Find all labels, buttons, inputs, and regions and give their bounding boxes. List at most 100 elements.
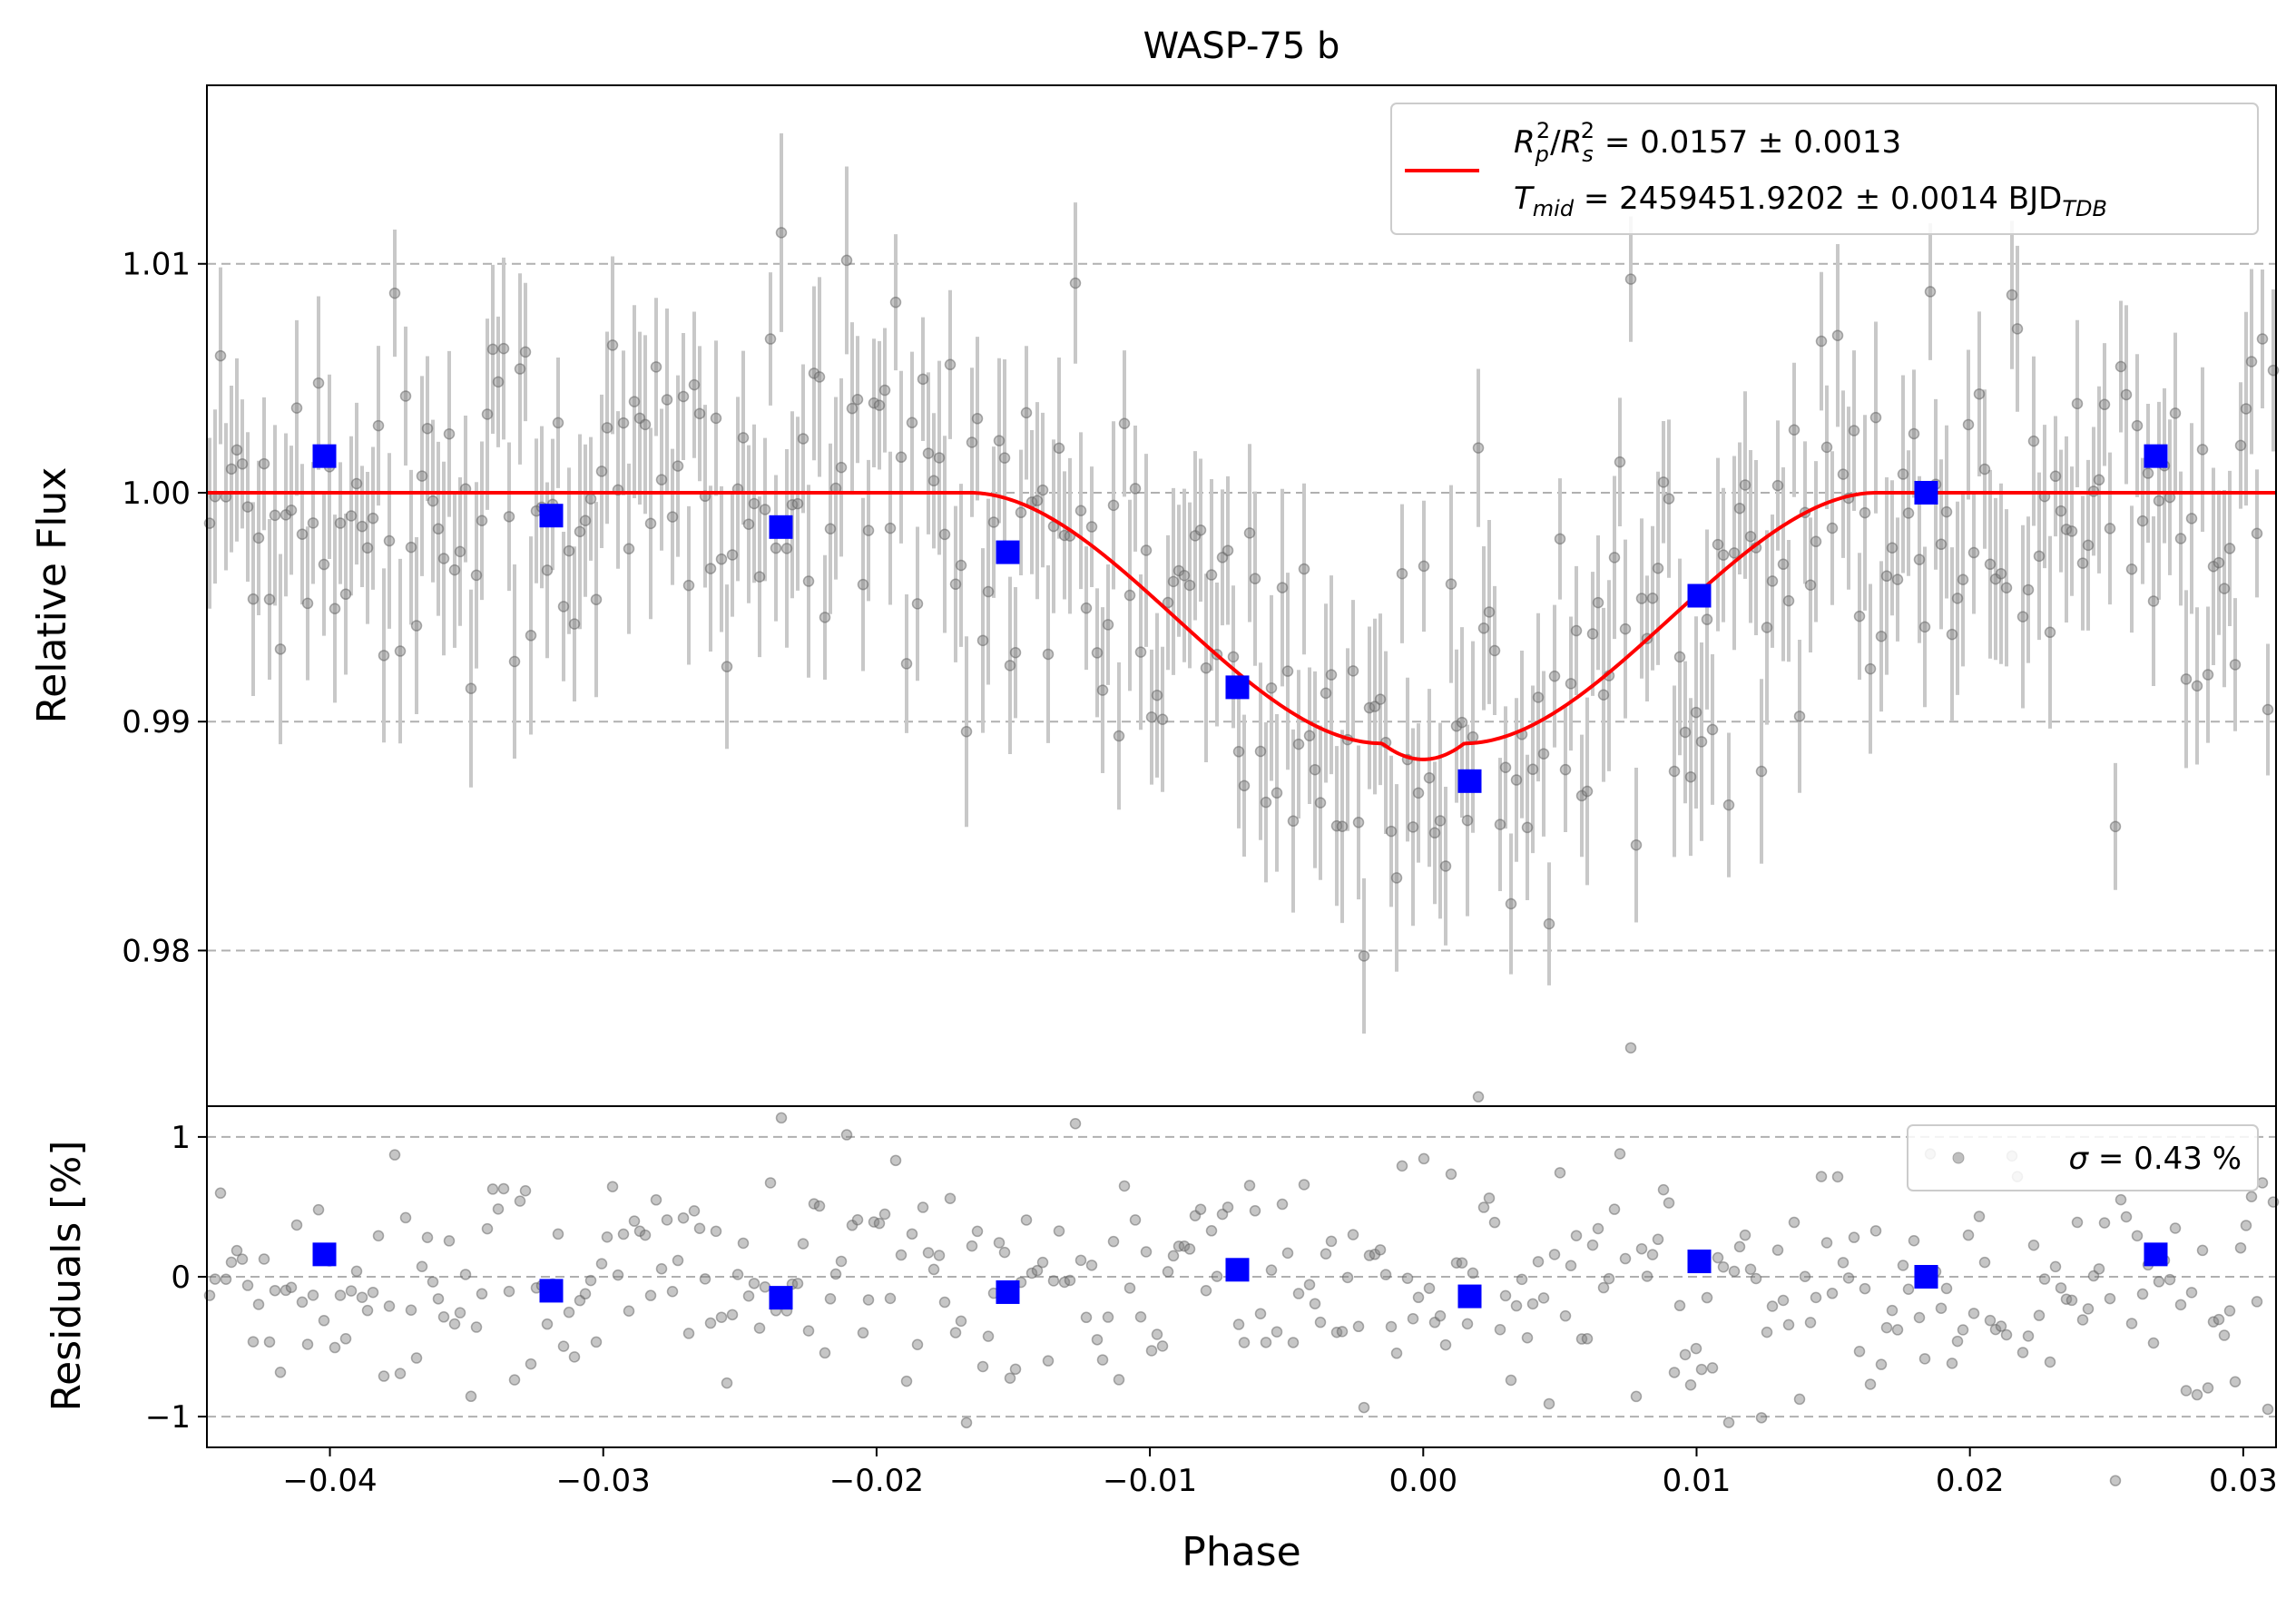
main-raw-point bbox=[1853, 610, 1866, 623]
main-raw-point bbox=[797, 433, 809, 445]
main-raw-point bbox=[388, 287, 401, 299]
main-binned-point bbox=[1225, 675, 1250, 700]
residuals-raw-point bbox=[1053, 1225, 1065, 1237]
main-raw-point bbox=[655, 474, 668, 485]
residuals-raw-point bbox=[1717, 1260, 1730, 1273]
main-raw-point bbox=[895, 451, 908, 464]
main-raw-point bbox=[1423, 771, 1436, 784]
main-raw-point bbox=[2262, 703, 2274, 716]
residuals-raw-point bbox=[1799, 1270, 1811, 1283]
main-raw-point bbox=[421, 422, 434, 435]
residuals-raw-point bbox=[1178, 1240, 1191, 1252]
main-raw-point bbox=[639, 418, 652, 431]
residuals-raw-point bbox=[1477, 1201, 1490, 1213]
main-raw-point bbox=[1222, 544, 1234, 556]
main-raw-point bbox=[1984, 558, 1997, 571]
residuals-raw-point bbox=[726, 1309, 739, 1321]
residuals-raw-point bbox=[220, 1273, 232, 1285]
main-raw-point bbox=[1962, 418, 1975, 431]
residuals-raw-point bbox=[1537, 1292, 1550, 1304]
main-raw-point bbox=[1015, 506, 1027, 519]
main-y-tick-label: 0.99 bbox=[122, 704, 191, 740]
residuals-raw-point bbox=[470, 1321, 483, 1333]
main-raw-point bbox=[1238, 779, 1251, 792]
main-raw-point bbox=[1913, 554, 1926, 565]
residuals-binned-points bbox=[312, 1242, 2168, 1310]
residuals-raw-point bbox=[1722, 1417, 1735, 1428]
residuals-raw-point bbox=[557, 1340, 570, 1352]
residuals-raw-point bbox=[1777, 1294, 1790, 1307]
main-raw-point bbox=[410, 620, 423, 632]
residuals-raw-point bbox=[1064, 1274, 1076, 1287]
main-raw-point bbox=[759, 504, 771, 515]
main-raw-point bbox=[1151, 689, 1163, 701]
x-tick-label: −0.01 bbox=[1103, 1463, 1197, 1499]
residuals-raw-point bbox=[1298, 1179, 1310, 1191]
residuals-raw-point bbox=[416, 1260, 428, 1273]
main-raw-point bbox=[2256, 333, 2269, 345]
main-raw-point bbox=[1848, 425, 1860, 436]
residuals-raw-point bbox=[1586, 1239, 1599, 1251]
residuals-raw-point bbox=[840, 1129, 853, 1141]
main-raw-point bbox=[1412, 787, 1425, 799]
residuals-raw-point bbox=[1036, 1256, 1049, 1269]
main-raw-point bbox=[1619, 623, 1632, 635]
main-raw-point bbox=[2049, 470, 2062, 483]
residuals-raw-point bbox=[454, 1307, 466, 1319]
residuals-raw-point bbox=[1379, 1269, 1392, 1280]
residuals-raw-point bbox=[1505, 1374, 1517, 1387]
main-raw-point bbox=[1701, 613, 1713, 625]
main-raw-point bbox=[372, 419, 385, 432]
main-raw-point bbox=[1227, 651, 1240, 663]
main-raw-point bbox=[214, 349, 227, 362]
main-raw-point bbox=[1679, 726, 1692, 739]
main-raw-point bbox=[1869, 411, 1882, 424]
residuals-raw-point bbox=[819, 1347, 831, 1359]
residuals-raw-point bbox=[1249, 1205, 1261, 1217]
residuals-raw-point bbox=[813, 1200, 826, 1212]
residuals-raw-point bbox=[1532, 1256, 1545, 1268]
main-raw-point bbox=[1864, 662, 1877, 675]
residuals-raw-point bbox=[1739, 1229, 1751, 1241]
main-raw-point bbox=[1771, 479, 1784, 492]
main-raw-point bbox=[552, 417, 564, 429]
residuals-raw-point bbox=[1897, 1260, 1909, 1271]
main-raw-point bbox=[666, 511, 679, 523]
main-raw-point bbox=[748, 497, 760, 510]
residuals-raw-point bbox=[1423, 1282, 1436, 1294]
residuals-raw-point bbox=[2071, 1216, 2084, 1229]
residuals-raw-point bbox=[1597, 1281, 1610, 1294]
residuals-raw-point bbox=[1957, 1324, 1969, 1336]
main-raw-point bbox=[595, 466, 608, 477]
residuals-raw-point bbox=[699, 1273, 711, 1285]
main-raw-point bbox=[497, 342, 510, 355]
residuals-raw-point bbox=[2251, 1296, 2263, 1308]
residuals-raw-point bbox=[1499, 1289, 1512, 1302]
main-raw-point bbox=[1973, 387, 1986, 400]
residuals-raw-points bbox=[203, 1042, 2280, 1486]
main-raw-point bbox=[1902, 507, 1915, 519]
x-tick-label: 0.01 bbox=[1663, 1463, 1732, 1499]
residuals-raw-point bbox=[214, 1187, 227, 1200]
residuals-raw-point bbox=[1385, 1320, 1398, 1333]
main-raw-point bbox=[399, 390, 412, 402]
main-raw-point bbox=[508, 655, 521, 668]
residuals-raw-point bbox=[209, 1273, 221, 1285]
residuals-raw-point bbox=[1276, 1198, 1289, 1211]
residuals-raw-point bbox=[721, 1377, 733, 1389]
residuals-raw-point bbox=[944, 1192, 957, 1204]
main-raw-point bbox=[780, 543, 793, 554]
main-raw-point bbox=[1445, 578, 1457, 590]
main-raw-point bbox=[1281, 665, 1294, 677]
residuals-raw-point bbox=[2093, 1263, 2105, 1275]
residuals-raw-point bbox=[497, 1182, 510, 1195]
residuals-raw-point bbox=[628, 1215, 641, 1227]
residuals-raw-point bbox=[1826, 1288, 1839, 1299]
main-raw-point bbox=[269, 509, 281, 522]
residuals-binned-point bbox=[996, 1279, 1020, 1304]
residuals-raw-point bbox=[361, 1304, 374, 1317]
residuals-raw-point bbox=[922, 1247, 935, 1259]
residuals-raw-point bbox=[1412, 1291, 1425, 1304]
residuals-raw-point bbox=[639, 1229, 652, 1241]
residuals-raw-point bbox=[231, 1244, 243, 1257]
